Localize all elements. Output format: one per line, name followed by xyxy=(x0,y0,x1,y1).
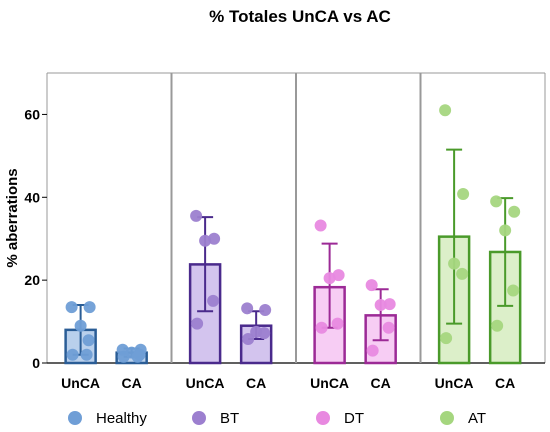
data-point xyxy=(508,205,521,218)
x-category-label: UnCA xyxy=(310,375,349,391)
y-tick-label: 20 xyxy=(24,272,40,288)
data-point xyxy=(323,272,336,285)
x-category-label: UnCA xyxy=(435,375,474,391)
data-point xyxy=(242,332,255,345)
data-point xyxy=(259,303,272,316)
data-point xyxy=(331,317,344,330)
legend-label-healthy: Healthy xyxy=(96,410,147,427)
data-point xyxy=(208,232,221,245)
data-point xyxy=(365,279,378,292)
data-point xyxy=(382,321,395,334)
legend-label-bt: BT xyxy=(220,410,239,427)
data-point xyxy=(131,350,144,363)
y-axis-label: % aberrations xyxy=(4,168,21,267)
data-point xyxy=(491,319,504,332)
x-category-label: CA xyxy=(122,375,142,391)
data-point xyxy=(207,294,220,307)
data-point xyxy=(315,321,328,334)
data-point xyxy=(332,269,345,282)
data-point xyxy=(499,224,512,237)
y-tick-label: 60 xyxy=(24,106,40,122)
x-category-label: CA xyxy=(371,375,391,391)
y-tick-label: 40 xyxy=(24,189,40,205)
x-category-label: CA xyxy=(495,375,515,391)
data-point xyxy=(439,104,452,117)
legend-marker-at xyxy=(440,411,454,425)
data-point xyxy=(191,317,204,330)
data-point xyxy=(440,332,453,345)
legend-label-dt: DT xyxy=(344,410,364,427)
data-point xyxy=(507,284,520,297)
data-point xyxy=(65,301,78,314)
data-point xyxy=(383,298,396,311)
data-point xyxy=(456,267,469,280)
legend: Healthy BT DT AT xyxy=(68,410,486,427)
x-category-label: UnCA xyxy=(186,375,225,391)
data-point xyxy=(117,350,130,363)
x-category-label: CA xyxy=(246,375,266,391)
data-point xyxy=(74,319,87,332)
data-point xyxy=(448,257,461,270)
chart-title: % Totales UnCA vs AC xyxy=(209,7,391,26)
x-category-label: UnCA xyxy=(61,375,100,391)
data-point xyxy=(83,301,96,314)
data-point xyxy=(66,348,79,361)
data-point xyxy=(258,327,271,340)
legend-marker-healthy xyxy=(68,411,82,425)
data-point xyxy=(314,219,327,232)
data-point xyxy=(82,334,95,347)
data-point xyxy=(190,209,203,222)
data-point xyxy=(374,299,387,311)
plot-area: 0 20 40 60 UnCA CA UnCA CA UnCA CA UnCA CA xyxy=(24,72,546,391)
legend-label-at: AT xyxy=(468,410,486,427)
data-point xyxy=(366,344,379,357)
legend-marker-bt xyxy=(192,411,206,425)
data-point xyxy=(80,348,93,361)
data-point xyxy=(199,234,212,247)
data-point xyxy=(241,302,254,315)
data-point xyxy=(457,187,470,200)
data-point xyxy=(490,195,503,208)
y-tick-label: 0 xyxy=(32,355,40,371)
legend-marker-dt xyxy=(316,411,330,425)
